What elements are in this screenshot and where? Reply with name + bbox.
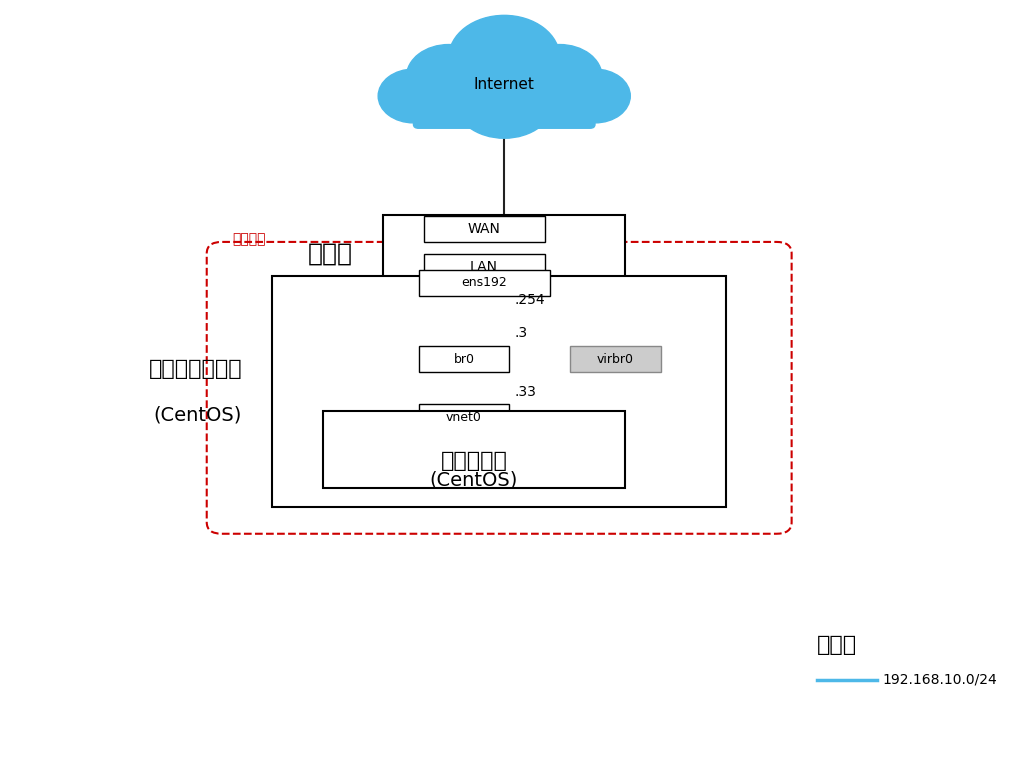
FancyBboxPatch shape [569, 346, 660, 372]
FancyBboxPatch shape [419, 270, 550, 296]
Circle shape [378, 69, 449, 123]
Circle shape [454, 61, 555, 138]
FancyBboxPatch shape [424, 254, 545, 280]
FancyBboxPatch shape [207, 242, 792, 534]
Text: .254: .254 [514, 293, 545, 306]
Circle shape [449, 15, 560, 100]
Text: 192.168.10.0/24: 192.168.10.0/24 [883, 673, 997, 687]
FancyBboxPatch shape [272, 276, 726, 507]
FancyBboxPatch shape [424, 216, 545, 242]
Text: WAN: WAN [468, 222, 501, 236]
Circle shape [517, 45, 602, 109]
Text: Internet: Internet [474, 77, 535, 92]
Text: virbr0: virbr0 [597, 353, 634, 366]
Text: 構築対象: 構築対象 [232, 232, 265, 246]
Text: 仮想基盤サーバ: 仮想基盤サーバ [148, 359, 242, 379]
Text: br0: br0 [454, 353, 474, 366]
FancyBboxPatch shape [419, 346, 509, 372]
Text: (CentOS): (CentOS) [154, 406, 242, 424]
Text: .3: .3 [514, 326, 527, 339]
Text: 仮想マシン: 仮想マシン [440, 451, 508, 471]
Text: .33: .33 [514, 386, 537, 399]
FancyBboxPatch shape [323, 411, 626, 488]
FancyBboxPatch shape [419, 404, 509, 430]
Text: ens192: ens192 [461, 276, 507, 289]
Text: (CentOS): (CentOS) [430, 471, 518, 489]
Text: ルータ: ルータ [308, 241, 353, 266]
Circle shape [560, 69, 631, 123]
Text: 凡例：: 凡例： [817, 635, 857, 655]
FancyBboxPatch shape [414, 90, 595, 128]
Text: LAN: LAN [470, 260, 498, 274]
Circle shape [407, 45, 492, 109]
FancyBboxPatch shape [383, 215, 626, 307]
Text: vnet0: vnet0 [445, 411, 482, 423]
